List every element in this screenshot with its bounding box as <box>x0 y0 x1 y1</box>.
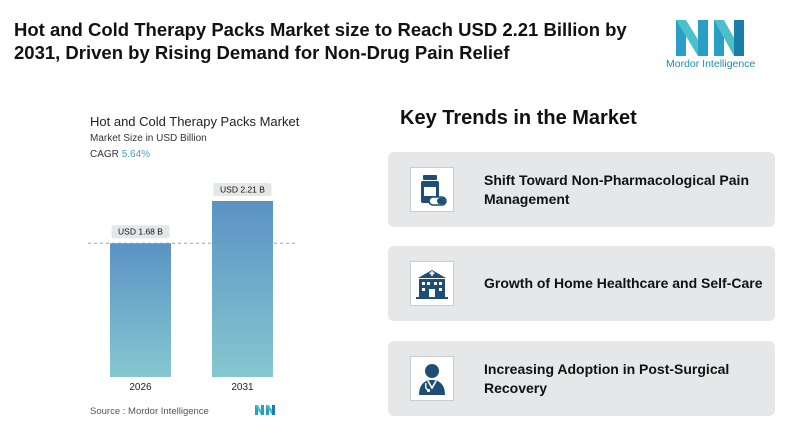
chart-title: Hot and Cold Therapy Packs Market <box>90 114 300 129</box>
data-label: USD 1.68 B <box>118 227 163 237</box>
medicine-bottle-icon <box>421 174 447 206</box>
doctor-icon <box>419 363 445 395</box>
trend-label: Increasing Adoption in Post-Surgical Rec… <box>484 360 730 396</box>
trend-label: Growth of Home Healthcare and Self-Care <box>484 275 763 291</box>
trend-icon-box <box>410 167 454 212</box>
source-logo-icon <box>255 405 275 415</box>
trends-title: Key Trends in the Market <box>400 107 637 129</box>
trend-icon-box <box>410 356 454 401</box>
bar-chart: USD 1.68 B 2026 USD 2.21 B 2031 <box>88 183 295 393</box>
x-tick-label: 2026 <box>129 382 152 393</box>
trend-card-post-surgical: Increasing Adoption in Post-Surgical Rec… <box>388 341 775 416</box>
data-label-bg <box>111 225 170 239</box>
trend-card-home-healthcare: Growth of Home Healthcare and Self-Care <box>388 246 775 321</box>
x-tick-label: 2031 <box>231 382 254 393</box>
hospital-building-icon <box>416 269 448 299</box>
bar-2031 <box>212 201 273 377</box>
trend-label: Shift Toward Non-Pharmacological Pain Ma… <box>484 171 749 207</box>
chart-subtitle: Market Size in USD Billion <box>90 133 207 144</box>
bar-2026 <box>110 243 171 377</box>
source-line: Source : Mordor Intelligence <box>90 406 209 417</box>
trend-icon-box <box>410 261 454 306</box>
data-label: USD 2.21 B <box>220 185 265 195</box>
cagr-value: 5.64% <box>121 149 151 160</box>
chart-cagr: CAGR 5.64% <box>90 149 150 160</box>
trend-card-non-pharmacological: Shift Toward Non-Pharmacological Pain Ma… <box>388 152 775 227</box>
cagr-label: CAGR <box>90 149 119 160</box>
source-label: Source : <box>90 406 126 417</box>
source-name: Mordor Intelligence <box>128 406 209 417</box>
mordor-logo-icon <box>676 20 744 56</box>
headline: Hot and Cold Therapy Packs Market size t… <box>14 19 627 63</box>
brand-name: Mordor Intelligence <box>666 58 756 70</box>
data-label-bg <box>213 183 272 196</box>
